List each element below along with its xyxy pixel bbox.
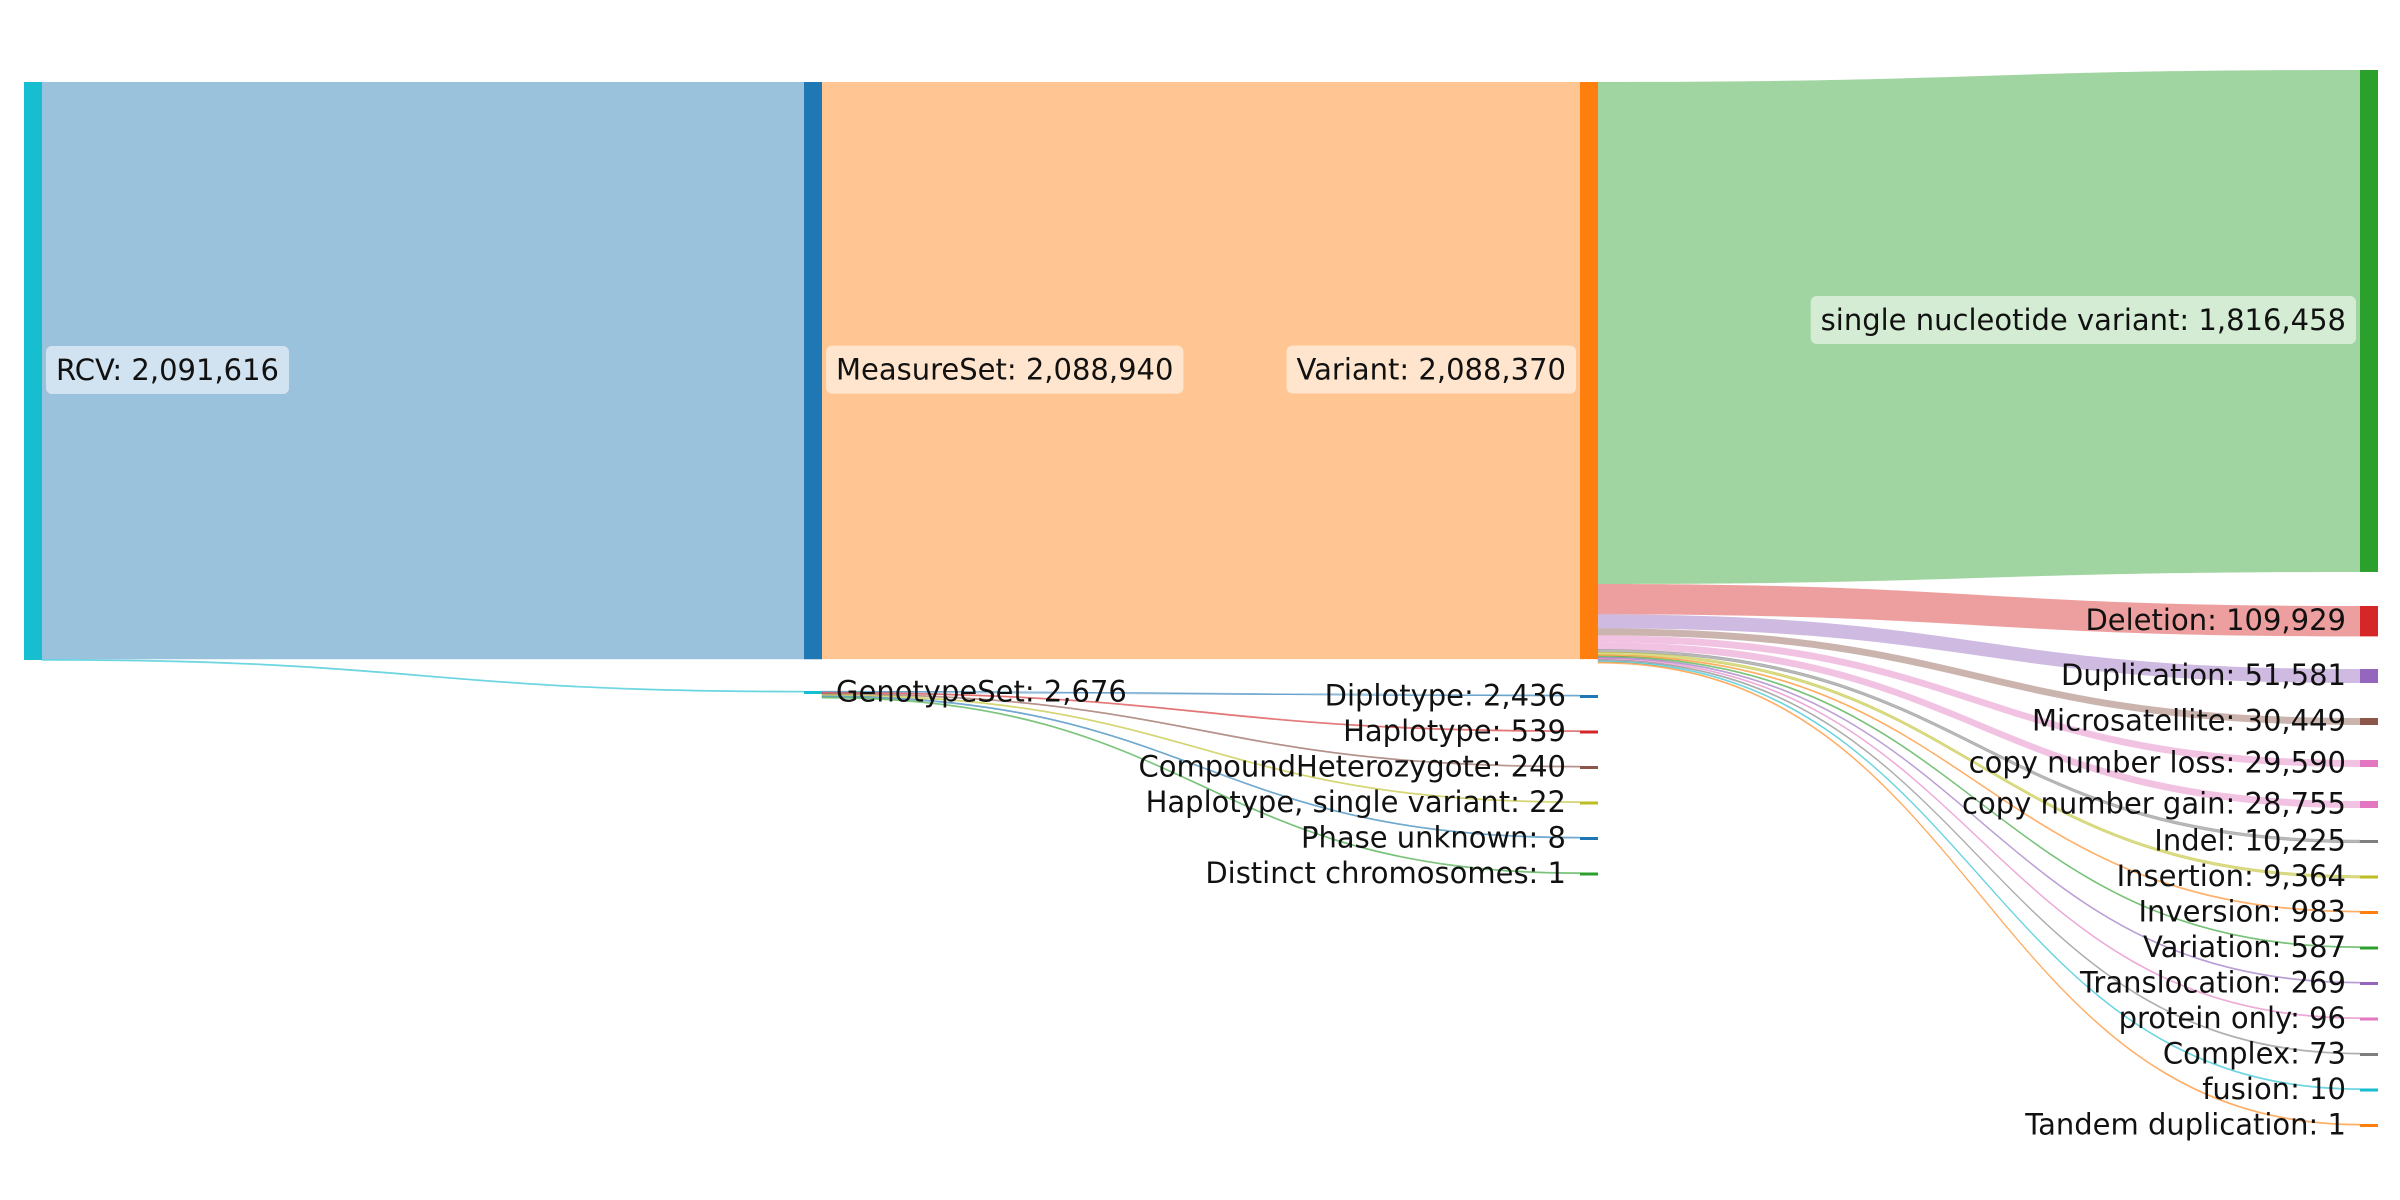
sankey-label-group-cng: copy number gain: 28,755 [1962,787,2346,821]
sankey-node-complex [2360,1053,2378,1056]
sankey-node-haplotype [1580,730,1598,734]
sankey-label-translocation: Translocation: 269 [2079,966,2346,1000]
sankey-node-measureset [804,82,822,660]
sankey-links [41,70,2361,1126]
sankey-label-measureset: MeasureSet: 2,088,940 [836,353,1173,387]
sankey-label-variation: Variation: 587 [2143,930,2346,964]
sankey-label-group-microsat: Microsatellite: 30,449 [2032,704,2346,738]
sankey-label-snv: single nucleotide variant: 1,816,458 [1821,303,2346,337]
sankey-label-distinct_chr: Distinct chromosomes: 1 [1205,856,1566,890]
sankey-label-microsat: Microsatellite: 30,449 [2032,704,2346,738]
sankey-label-group-protein_only: protein only: 96 [2119,1001,2346,1035]
sankey-node-rcv [24,82,42,660]
sankey-node-fusion [2360,1088,2378,1092]
sankey-label-cng: copy number gain: 28,755 [1962,787,2346,821]
sankey-nodes [24,70,2378,1127]
sankey-label-insertion: Insertion: 9,364 [2117,859,2346,893]
sankey-label-duplication: Duplication: 51,581 [2061,658,2346,692]
sankey-label-hap_single: Haplotype, single variant: 22 [1146,785,1566,819]
sankey-label-diplotype: Diplotype: 2,436 [1325,679,1566,713]
sankey-node-compound [1580,766,1598,769]
sankey-node-variation [2360,946,2378,950]
sankey-label-deletion: Deletion: 109,929 [2085,603,2346,637]
sankey-label-haplotype: Haplotype: 539 [1343,714,1566,748]
sankey-link-variant-duplication [1598,614,2360,683]
sankey-label-group-tandem_dup: Tandem duplication: 1 [2024,1108,2346,1142]
sankey-label-group-deletion: Deletion: 109,929 [2085,603,2346,637]
sankey-link-rcv-genotypeset [41,658,805,693]
sankey-link-measureset-variant [822,82,1580,660]
sankey-label-compound: CompoundHeterozygote: 240 [1138,750,1566,784]
sankey-label-group-distinct_chr: Distinct chromosomes: 1 [1205,856,1566,890]
sankey-label-group-fusion: fusion: 10 [2202,1072,2346,1106]
sankey-node-genotypeset [804,691,822,694]
sankey-node-translocation [2360,982,2378,985]
sankey-node-phase_unknown [1580,837,1598,840]
sankey-link-variant-deletion [1598,583,2360,637]
sankey-node-hap_single [1580,801,1598,805]
sankey-label-box-variant [1286,345,1576,394]
sankey-label-group-snv: single nucleotide variant: 1,816,458 [1810,295,2356,344]
sankey-label-rcv: RCV: 2,091,616 [56,353,279,387]
sankey-label-tandem_dup: Tandem duplication: 1 [2024,1108,2346,1142]
sankey-label-group-phase_unknown: Phase unknown: 8 [1301,821,1566,855]
sankey-label-genotypeset: GenotypeSet: 2,676 [836,675,1127,709]
sankey-node-tandem_dup [2360,1124,2378,1127]
sankey-label-box-rcv [46,346,290,394]
sankey-label-group-complex: Complex: 73 [2163,1037,2346,1071]
sankey-label-group-diplotype: Diplotype: 2,436 [1325,679,1566,713]
sankey-label-box-snv [1810,295,2356,344]
sankey-node-protein_only [2360,1017,2378,1021]
sankey-node-cnl [2360,760,2378,767]
sankey-label-cnl: copy number loss: 29,590 [1969,746,2346,780]
sankey-node-duplication [2360,669,2378,683]
sankey-label-inversion: Inversion: 983 [2139,895,2347,929]
sankey-node-microsat [2360,718,2378,725]
sankey-label-group-compound: CompoundHeterozygote: 240 [1138,750,1566,784]
sankey-node-snv [2360,70,2378,572]
sankey-label-fusion: fusion: 10 [2202,1072,2346,1106]
sankey-label-protein_only: protein only: 96 [2119,1001,2346,1035]
sankey-label-group-haplotype: Haplotype: 539 [1343,714,1566,748]
sankey-label-group-insertion: Insertion: 9,364 [2117,859,2346,893]
sankey-link-variant-microsat [1598,628,2360,725]
sankey-node-inversion [2360,911,2378,914]
sankey-label-group-indel: Indel: 10,225 [2154,824,2346,858]
sankey-label-group-variant: Variant: 2,088,370 [1286,345,1576,394]
sankey-node-distinct_chr [1580,872,1598,876]
sankey-label-complex: Complex: 73 [2163,1037,2346,1071]
sankey-label-phase_unknown: Phase unknown: 8 [1301,821,1566,855]
sankey-node-diplotype [1580,695,1598,698]
sankey-node-variant [1580,82,1598,660]
sankey-link-variant-cnl [1598,635,2360,767]
sankey-labels: RCV: 2,091,616 MeasureSet: 2,088,940 Genot… [46,295,2356,1142]
sankey-label-group-hap_single: Haplotype, single variant: 22 [1146,785,1566,819]
sankey-label-indel: Indel: 10,225 [2154,824,2346,858]
sankey-node-deletion [2360,606,2378,637]
sankey-label-group-measureset: MeasureSet: 2,088,940 [826,345,1184,394]
sankey-label-box-measureset [826,345,1184,394]
sankey-link-rcv-measureset [42,82,804,660]
sankey-label-group-cnl: copy number loss: 29,590 [1969,746,2346,780]
sankey-node-indel [2360,840,2378,843]
sankey-label-group-variation: Variation: 587 [2143,930,2346,964]
sankey-link-variant-cng [1598,642,2360,808]
sankey-label-group-translocation: Translocation: 269 [2079,966,2346,1000]
sankey-node-cng [2360,801,2378,808]
sankey-label-group-genotypeset: GenotypeSet: 2,676 [836,675,1127,709]
sankey-label-variant: Variant: 2,088,370 [1297,353,1566,387]
sankey-node-insertion [2360,875,2378,879]
sankey-label-group-rcv: RCV: 2,091,616 [46,346,290,394]
sankey-label-group-inversion: Inversion: 983 [2139,895,2347,929]
sankey-label-group-duplication: Duplication: 51,581 [2061,658,2346,692]
